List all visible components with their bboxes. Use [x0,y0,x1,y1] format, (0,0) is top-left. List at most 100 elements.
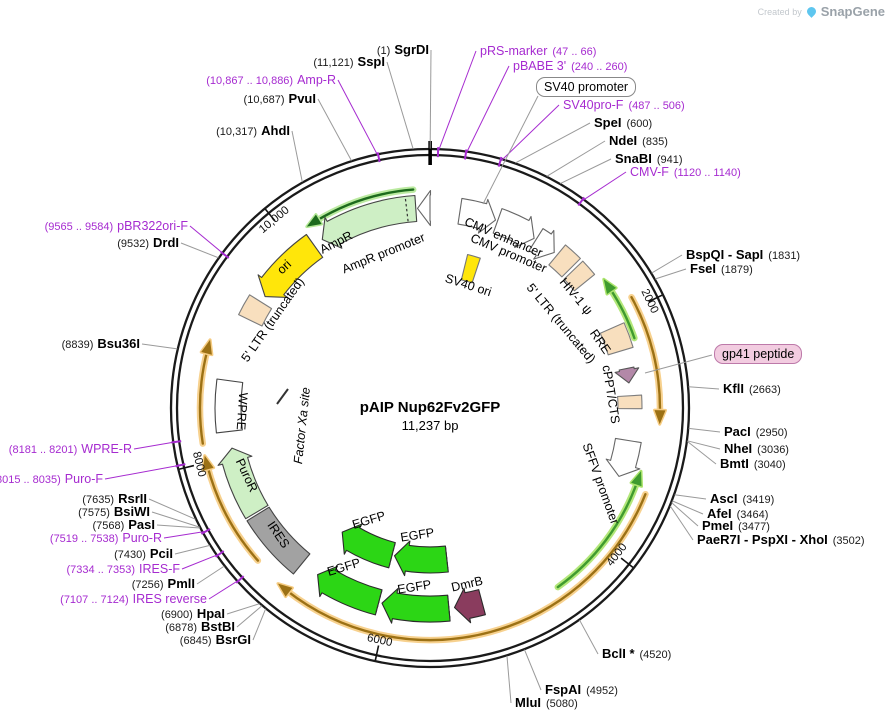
feature-ampr-promoter[interactable] [416,189,432,227]
leader-bspqi-sapi [651,254,683,274]
feature-puror[interactable] [217,447,269,520]
feature-egfp-outer-1[interactable] [381,588,451,624]
enzyme-label-pasi[interactable]: (7568) PasI [92,518,155,532]
feature-sffv-promoter[interactable] [605,437,642,477]
label-name: FseI [690,261,717,276]
primer-label-cmv-f[interactable]: CMV-F (1120 .. 1140) [630,165,741,179]
feature-gp41-peptide[interactable] [614,366,640,384]
transcript-orange-right-core [630,296,662,415]
label-position: (6878) [165,622,198,634]
label-position: (47 .. 66) [552,46,597,58]
feature-rre[interactable] [599,322,634,356]
label-position: (7568) [92,520,125,532]
feature-cmv-promoter[interactable] [528,228,555,260]
tick-10000 [264,208,276,222]
enzyme-label-bsrgi[interactable]: (6845) BsrGI [180,633,251,647]
transcript-green-ampr-core [315,188,415,223]
enzyme-label-afei[interactable]: AfeI (3464) [707,507,768,521]
enzyme-label-hpai[interactable]: (6900) HpaI [161,607,225,621]
feature-sv40-promoter[interactable] [457,197,497,234]
enzyme-label-fsei[interactable]: FseI (1879) [690,262,753,276]
primer-label-ires-f[interactable]: (7334 .. 7353) IRES-F [67,562,180,576]
feature-ires[interactable] [246,506,311,575]
label-position: (10,867 .. 10,886) [206,75,294,87]
label-position: (7575) [78,507,110,519]
feature-five-ltr-truncated-right[interactable] [548,244,581,278]
tick-2000 [648,294,663,303]
boxed-label-gp41-peptide[interactable]: gp41 peptide [714,344,803,364]
label-name: pBABE 3' [513,59,567,73]
enzyme-label-mlui[interactable]: MluI (5080) [515,696,578,710]
primer-label-pbr322ori-f[interactable]: (9565 .. 9584) pBR322ori-F [45,219,188,233]
enzyme-label-spei[interactable]: SpeI (600) [594,116,652,130]
enzyme-label-bspqi-sapi[interactable]: BspQI - SapI (1831) [686,248,800,262]
feature-egfp-inner-2[interactable] [341,523,396,569]
leader-rsrii [148,498,196,520]
enzyme-label-rsrii[interactable]: (7635) RsrII [82,492,147,506]
feature-junction-dash [404,197,409,222]
label-name: Amp-R [297,73,336,87]
leader-ires-reverse [208,579,241,600]
primer-label-amp-r[interactable]: (10,867 .. 10,886) Amp-R [206,73,336,87]
label-name: CMV-F [630,165,669,179]
enzyme-label-paci[interactable]: PacI (2950) [724,425,788,439]
enzyme-label-kfli[interactable]: KflI (2663) [723,382,781,396]
plasmid-name: pAIP Nup62Fv2GFP [359,399,501,416]
label-name: NheI [724,441,753,456]
leader-bsrgi [252,608,267,641]
enzyme-label-ndei[interactable]: NdeI (835) [609,134,668,148]
feature-egfp-outer-2[interactable] [317,565,383,616]
enzyme-label-sgrdi[interactable]: (1) SgrDI [377,43,429,57]
feature-cppt-cts[interactable] [617,394,643,410]
enzyme-label-pmli[interactable]: (7256) PmlI [132,577,195,591]
enzyme-label-bmti[interactable]: BmtI (3040) [720,457,786,471]
primer-label-prs-marker[interactable]: pRS-marker (47 .. 66) [480,44,596,58]
enzyme-label-asci[interactable]: AscI (3419) [710,492,774,506]
enzyme-label-snabi[interactable]: SnaBI (941) [615,152,683,166]
feature-cmv-enhancer[interactable] [492,208,535,249]
label-position: (941) [656,154,683,166]
enzyme-label-bcli-[interactable]: BclI * (4520) [602,647,671,661]
label-name: BclI * [602,646,635,661]
primer-label-sv40pro-f[interactable]: SV40pro-F (487 .. 506) [563,98,685,112]
label-name: Puro-F [64,472,103,486]
feature-wpre[interactable] [214,378,244,434]
feature-egfp-inner-1[interactable] [393,540,449,577]
label-name: SpeI [594,115,622,130]
enzyme-label-fspai[interactable]: FspAI (4952) [545,683,618,697]
primer-label-puro-f[interactable]: (8015 .. 8035)Puro-F [0,472,103,486]
feature-sv40-ori[interactable] [460,253,481,284]
enzyme-label-paer7i-pspxi-xhoi[interactable]: PaeR7I - PspXI - XhoI (3502) [697,533,865,547]
label-name: PmeI [702,518,734,533]
feature-five-ltr-truncated-left[interactable] [238,294,273,327]
label-name: SgrDI [394,42,429,57]
primer-label-pbabe-3-[interactable]: pBABE 3' (240 .. 260) [513,59,627,73]
enzyme-label-ahdi[interactable]: (10,317) AhdI [216,124,290,138]
feature-junction-dash [447,596,451,621]
transcript-orange-left-upper-arrowhead [199,338,214,357]
enzyme-label-bsiwi[interactable]: (7575) BsiWI [78,505,150,519]
enzyme-label-bstbi[interactable]: (6878) BstBI [165,620,235,634]
enzyme-label-pmei[interactable]: PmeI (3477) [702,519,770,533]
feature-hiv1-psi[interactable] [563,260,596,292]
enzyme-label-nhei[interactable]: NheI (3036) [724,442,789,456]
enzyme-label-bsu36i[interactable]: (8839) Bsu36I [62,337,140,351]
feature-dmrb[interactable] [453,587,486,624]
primer-label-ires-reverse[interactable]: (7107 .. 7124) IRES reverse [60,592,207,606]
primer-label-puro-r[interactable]: (7519 .. 7538) Puro-R [50,531,162,545]
boxed-label-sv40-promoter[interactable]: SV40 promoter [536,77,637,97]
label-position: (7334 .. 7353) [66,564,136,576]
enzyme-label-sspi[interactable]: (11,121) SspI [313,55,385,69]
leader-pbr322ori-f [189,225,226,256]
enzyme-label-pvui[interactable]: (10,687) PvuI [244,92,316,106]
tick-label-8000: 8000 [190,450,208,478]
feature-ori[interactable] [257,233,324,298]
primer-label-wpre-r[interactable]: (8181 .. 8201) WPRE-R [9,442,132,456]
enzyme-label-drdi[interactable]: (9532) DrdI [117,236,179,250]
label-name: IRES reverse [132,592,207,606]
label-name: NdeI [609,133,638,148]
enzyme-label-pcii[interactable]: (7430) PciI [114,547,173,561]
feature-ampr[interactable] [321,194,418,249]
